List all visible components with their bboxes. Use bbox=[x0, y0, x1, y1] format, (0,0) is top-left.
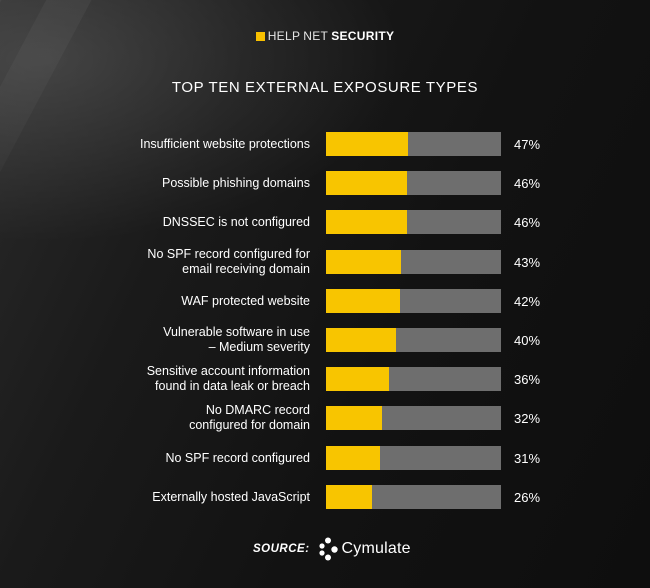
category-label: No DMARC record configured for domain bbox=[189, 403, 310, 432]
logo-text-security: SECURITY bbox=[331, 29, 395, 43]
helpnetsecurity-logo: HELP NET SECURITY bbox=[0, 29, 650, 43]
category-label: Externally hosted JavaScript bbox=[152, 489, 310, 504]
category-label: Vulnerable software in use – Medium seve… bbox=[163, 325, 310, 354]
category-label: Insufficient website protections bbox=[139, 136, 310, 151]
bar-row: WAF protected website 42% bbox=[0, 287, 650, 315]
source-label: SOURCE: bbox=[253, 543, 310, 555]
bar-row: Insufficient website protections 47% bbox=[0, 130, 650, 158]
value-label: 47% bbox=[514, 136, 541, 152]
value-label: 46% bbox=[514, 175, 541, 191]
bar bbox=[326, 289, 400, 313]
category-label: No SPF record configured bbox=[165, 450, 310, 465]
bar bbox=[326, 210, 407, 234]
bar-track bbox=[326, 485, 501, 509]
value-label: 36% bbox=[514, 371, 541, 387]
bar-row: Sensitive account information found in d… bbox=[0, 364, 650, 393]
bar-row: Vulnerable software in use – Medium seve… bbox=[0, 325, 650, 354]
value-label: 42% bbox=[514, 293, 541, 309]
value-label: 32% bbox=[514, 410, 541, 426]
logo-text-help: HELP bbox=[267, 29, 301, 43]
bar-row: No SPF record configured 31% bbox=[0, 444, 650, 472]
bar-row: DNSSEC is not configured 46% bbox=[0, 208, 650, 236]
logo-text-net: NET bbox=[303, 29, 329, 43]
bar-row: Possible phishing domains 46% bbox=[0, 169, 650, 197]
bar-row: Externally hosted JavaScript 26% bbox=[0, 483, 650, 511]
bar bbox=[326, 446, 381, 470]
category-label: No SPF record configured for email recei… bbox=[147, 247, 310, 276]
category-label: DNSSEC is not configured bbox=[162, 214, 310, 229]
bar-track bbox=[326, 132, 501, 156]
bar-track bbox=[326, 367, 501, 391]
bar-track bbox=[326, 210, 501, 234]
source-name: Cymulate bbox=[341, 540, 411, 557]
bar-track bbox=[326, 328, 501, 352]
value-label: 43% bbox=[514, 254, 541, 270]
category-label: WAF protected website bbox=[181, 293, 310, 308]
logo-square-icon bbox=[255, 32, 265, 41]
bar bbox=[326, 367, 389, 391]
bar-track bbox=[326, 250, 501, 274]
category-label: Possible phishing domains bbox=[161, 175, 310, 190]
bar-track bbox=[326, 289, 501, 313]
bar-track bbox=[326, 406, 501, 430]
value-label: 31% bbox=[514, 450, 541, 466]
bar-row: No DMARC record configured for domain 32% bbox=[0, 403, 650, 432]
category-label: Sensitive account information found in d… bbox=[146, 364, 310, 393]
value-label: 26% bbox=[514, 489, 541, 505]
source-credit: SOURCE: Cymulate bbox=[253, 537, 411, 561]
bar bbox=[326, 132, 409, 156]
bar bbox=[326, 485, 372, 509]
bar bbox=[326, 171, 407, 195]
bar-row: No SPF record configured for email recei… bbox=[0, 247, 650, 276]
bar bbox=[326, 250, 402, 274]
bar-track bbox=[326, 446, 501, 470]
bar bbox=[326, 406, 382, 430]
chart-title: TOP TEN EXTERNAL EXPOSURE TYPES bbox=[171, 79, 479, 96]
value-label: 46% bbox=[514, 214, 541, 230]
cymulate-logo-icon bbox=[318, 537, 338, 561]
bar bbox=[326, 328, 396, 352]
bar-track bbox=[326, 171, 501, 195]
value-label: 40% bbox=[514, 332, 541, 348]
